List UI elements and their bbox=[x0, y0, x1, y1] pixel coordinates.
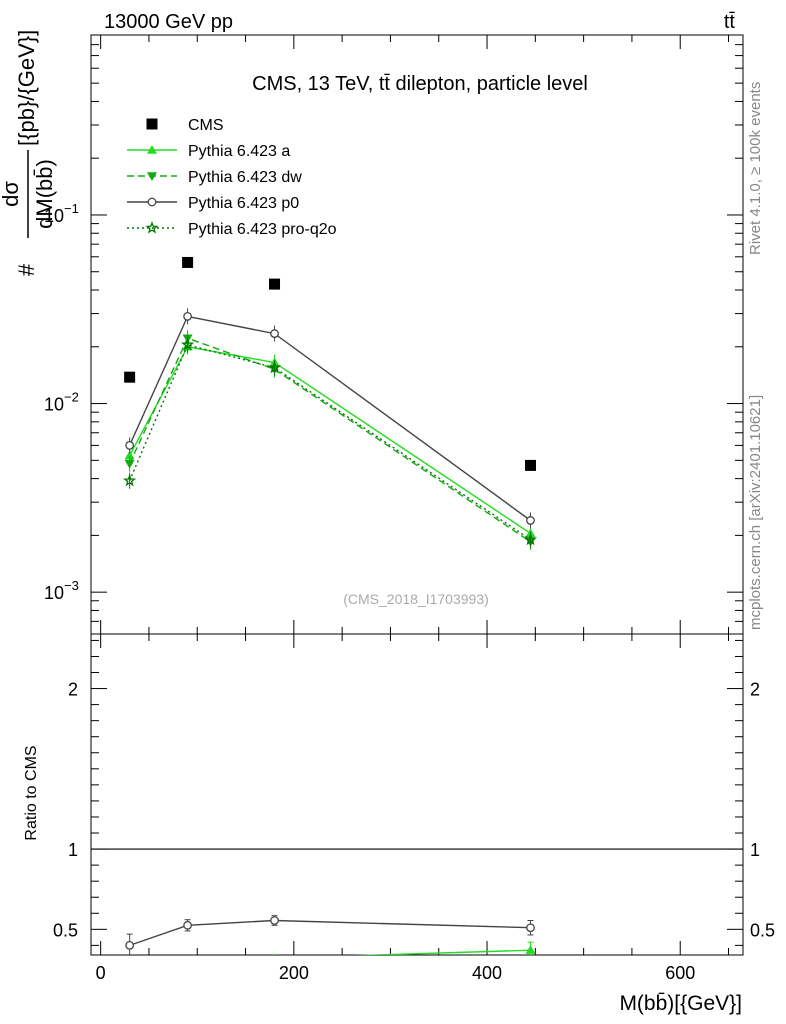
x-tick-label: 600 bbox=[665, 963, 695, 983]
data-point bbox=[270, 329, 279, 338]
rivet-label: Rivet 4.1.0, ≥ 100k events bbox=[747, 82, 764, 255]
data-point bbox=[147, 172, 157, 181]
ratio-series-0 bbox=[125, 915, 535, 955]
y-label-hash: # bbox=[14, 263, 39, 276]
main-y-tick-labels: 10−110−210−3 bbox=[44, 201, 79, 603]
y-tick-label-exponent: −1 bbox=[64, 201, 79, 216]
series-2 bbox=[124, 330, 536, 550]
y-tick-label-exponent: −2 bbox=[64, 390, 79, 405]
energy-label: 13000 GeV pp bbox=[104, 11, 233, 33]
legend-label: Pythia 6.423 p0 bbox=[188, 195, 299, 212]
legend-entry: Pythia 6.423 dw bbox=[127, 169, 302, 186]
ratio-y-tick-labels: 0.5 0.5 1 1 2 2 bbox=[53, 680, 775, 941]
ratio-y-axis-label: Ratio to CMS bbox=[23, 745, 40, 840]
legend-entry: Pythia 6.423 a bbox=[127, 143, 290, 160]
data-point bbox=[525, 945, 536, 954]
data-point bbox=[147, 145, 157, 154]
data-point bbox=[125, 940, 135, 950]
main-series bbox=[123, 256, 538, 550]
ratio-y-tick-label: 0.5 bbox=[53, 920, 78, 940]
legend-entry: CMS bbox=[146, 117, 224, 134]
data-point bbox=[269, 278, 281, 290]
data-point bbox=[124, 459, 135, 469]
ratio-plot-frame bbox=[90, 633, 744, 956]
data-point bbox=[273, 953, 276, 955]
legend-label: Pythia 6.423 a bbox=[188, 143, 290, 160]
data-point bbox=[183, 311, 192, 321]
x-tick-label: 0 bbox=[96, 963, 106, 983]
ratio-y-tick-label-right: 0.5 bbox=[750, 920, 775, 940]
ratio-y-tick-label-right: 2 bbox=[750, 680, 760, 700]
data-point bbox=[526, 923, 535, 933]
data-point bbox=[526, 516, 535, 525]
data-point bbox=[125, 441, 135, 450]
y-label-denominator: dM(bb̄) bbox=[32, 159, 57, 229]
ratio-y-tick-label: 2 bbox=[68, 680, 78, 700]
ratio-line bbox=[129, 919, 531, 947]
data-point bbox=[124, 371, 136, 383]
data-point bbox=[187, 954, 188, 955]
legend-label: CMS bbox=[188, 117, 224, 134]
ratio-series-1 bbox=[125, 941, 536, 965]
y-tick-label: 10 bbox=[44, 206, 64, 226]
data-point bbox=[123, 473, 137, 487]
data-point bbox=[183, 920, 192, 930]
series-3 bbox=[125, 308, 535, 529]
series-line bbox=[128, 343, 531, 541]
data-point bbox=[145, 221, 159, 234]
analysis-tag: (CMS_2018_I1703993) bbox=[343, 591, 489, 607]
y-label-numerator: dσ bbox=[0, 181, 23, 207]
data-point bbox=[147, 197, 157, 207]
data-point bbox=[124, 450, 135, 460]
data-point bbox=[524, 459, 536, 471]
series-1 bbox=[124, 338, 536, 542]
main-y-axis-label: # dσ dM(bb̄) [{pb}/{GeV}] bbox=[0, 30, 57, 276]
x-tick-labels: 0 200 400 600 bbox=[96, 963, 696, 983]
y-tick-label: 10 bbox=[44, 395, 64, 415]
legend-label: Pythia 6.423 pro-q2o bbox=[188, 221, 337, 238]
legend-entry: Pythia 6.423 pro-q2o bbox=[127, 221, 337, 238]
legend-entry: Pythia 6.423 p0 bbox=[127, 195, 299, 212]
series-0 bbox=[124, 256, 536, 471]
ratio-y-tick-label: 1 bbox=[68, 840, 78, 860]
y-tick-label: 10 bbox=[44, 583, 64, 603]
ratio-line bbox=[354, 949, 531, 955]
main-ticks bbox=[91, 34, 743, 635]
ratio-ticks bbox=[91, 634, 743, 955]
series-4 bbox=[123, 336, 538, 548]
data-point bbox=[146, 118, 158, 130]
y-label-unit: [{pb}/{GeV}] bbox=[14, 30, 39, 146]
data-point bbox=[270, 916, 279, 925]
ratio-y-tick-label-right: 1 bbox=[750, 840, 760, 860]
legend-label: Pythia 6.423 dw bbox=[188, 169, 302, 186]
data-point bbox=[181, 337, 195, 351]
x-axis-label: M(bb̄)[{GeV}] bbox=[619, 992, 742, 1015]
data-point bbox=[523, 532, 538, 546]
x-tick-label: 400 bbox=[472, 963, 502, 983]
source-label: mcplots.cern.ch [arXiv:2401.10621] bbox=[747, 395, 764, 630]
chart-title: CMS, 13 TeV, tt̄ dilepton, particle leve… bbox=[252, 73, 588, 95]
ratio-series bbox=[91, 848, 743, 965]
data-point bbox=[268, 360, 282, 374]
series-line bbox=[128, 337, 531, 543]
series-line bbox=[128, 315, 531, 522]
data-point bbox=[182, 256, 194, 268]
data-point bbox=[125, 956, 135, 965]
y-tick-label-exponent: −3 bbox=[64, 578, 79, 593]
x-tick-label: 200 bbox=[279, 963, 309, 983]
process-label: tt̄ bbox=[724, 11, 736, 33]
legend: CMS Pythia 6.423 a Pythia 6.423 dw Pythia 6… bbox=[127, 117, 337, 238]
